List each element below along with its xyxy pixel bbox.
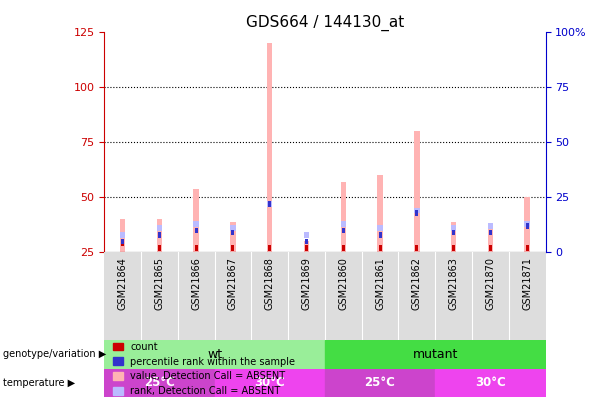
Bar: [215, 369, 325, 397]
Bar: [304, 232, 310, 237]
Bar: [232, 230, 234, 235]
Text: GSM21869: GSM21869: [302, 257, 311, 310]
Text: GSM21867: GSM21867: [228, 257, 238, 310]
Title: GDS664 / 144130_at: GDS664 / 144130_at: [246, 15, 404, 31]
Bar: [121, 241, 124, 246]
Bar: [230, 226, 235, 231]
Bar: [452, 230, 455, 235]
Bar: [157, 220, 162, 252]
Text: 30°C: 30°C: [475, 376, 506, 389]
Bar: [194, 189, 199, 252]
Bar: [232, 245, 234, 251]
Bar: [525, 197, 530, 252]
Bar: [416, 210, 418, 215]
Bar: [305, 245, 308, 251]
Text: 25°C: 25°C: [365, 376, 395, 389]
Text: GSM21868: GSM21868: [265, 257, 275, 310]
Bar: [267, 43, 272, 252]
Text: GSM21865: GSM21865: [154, 257, 164, 310]
Text: GSM21870: GSM21870: [485, 257, 495, 310]
Bar: [194, 221, 199, 226]
Bar: [452, 245, 455, 251]
Bar: [120, 220, 126, 252]
Bar: [120, 232, 126, 237]
Bar: [342, 245, 345, 251]
Bar: [104, 340, 325, 369]
Text: mutant: mutant: [413, 348, 458, 361]
Bar: [121, 239, 124, 244]
Bar: [526, 223, 528, 229]
Bar: [379, 245, 381, 251]
Text: temperature ▶: temperature ▶: [3, 378, 75, 388]
Bar: [304, 241, 310, 252]
Bar: [416, 245, 418, 251]
Bar: [414, 131, 419, 252]
Text: GSM21862: GSM21862: [412, 257, 422, 310]
Text: GSM21863: GSM21863: [449, 257, 459, 310]
Text: genotype/variation ▶: genotype/variation ▶: [3, 350, 106, 360]
Bar: [268, 245, 271, 251]
Text: GSM21860: GSM21860: [338, 257, 348, 310]
Bar: [526, 245, 528, 251]
Bar: [230, 222, 235, 252]
Text: 30°C: 30°C: [254, 376, 285, 389]
Bar: [267, 201, 272, 207]
Text: GSM21871: GSM21871: [522, 257, 532, 310]
Bar: [158, 245, 161, 251]
Bar: [341, 221, 346, 226]
Bar: [158, 232, 161, 237]
Bar: [104, 369, 215, 397]
Bar: [488, 223, 493, 229]
Bar: [414, 208, 419, 213]
Bar: [489, 230, 492, 235]
Text: GSM21866: GSM21866: [191, 257, 201, 310]
Text: GSM21861: GSM21861: [375, 257, 385, 310]
Legend: count, percentile rank within the sample, value, Detection Call = ABSENT, rank, : count, percentile rank within the sample…: [109, 338, 299, 400]
Bar: [325, 340, 546, 369]
Bar: [341, 182, 346, 252]
Bar: [435, 369, 546, 397]
Bar: [451, 222, 456, 252]
Bar: [488, 224, 493, 252]
Bar: [342, 228, 345, 233]
Bar: [195, 245, 197, 251]
Bar: [157, 226, 162, 231]
Text: GSM21864: GSM21864: [118, 257, 128, 310]
Bar: [325, 369, 435, 397]
Bar: [451, 226, 456, 231]
Bar: [489, 245, 492, 251]
Bar: [378, 226, 383, 231]
Text: 25°C: 25°C: [144, 376, 175, 389]
Bar: [379, 232, 381, 237]
Bar: [268, 201, 271, 207]
Bar: [525, 221, 530, 226]
Bar: [378, 175, 383, 252]
Bar: [195, 228, 197, 233]
Bar: [305, 239, 308, 244]
Text: wt: wt: [207, 348, 222, 361]
